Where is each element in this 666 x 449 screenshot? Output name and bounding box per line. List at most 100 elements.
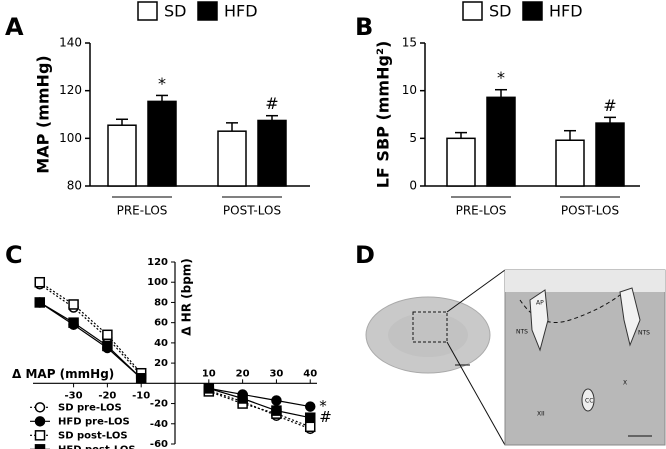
y-tick-label: -60	[150, 439, 168, 449]
zoom-line	[446, 269, 506, 313]
x-tick-label: 30	[269, 368, 283, 379]
legend-label: SD pre-LOS	[58, 402, 122, 413]
bar	[555, 139, 585, 187]
y-tick-label: 80	[67, 179, 82, 193]
legend-swatch	[462, 1, 483, 21]
y-tick-label: 15	[402, 36, 417, 50]
x-tick-label: PRE-LOS	[456, 204, 507, 218]
legend-swatch	[197, 1, 218, 21]
panel-label: C	[5, 241, 23, 269]
bar	[486, 96, 516, 187]
series-line	[39, 301, 142, 379]
y-tick-label: 120	[59, 83, 82, 97]
canal	[529, 289, 549, 352]
series-line	[39, 281, 142, 374]
bar	[147, 100, 177, 187]
y-tick-label: -20	[150, 399, 168, 410]
x-axis-label: Δ MAP (mmHg)	[12, 367, 114, 381]
data-point	[304, 421, 316, 433]
legend-swatch	[137, 1, 158, 21]
x-tick-label: 20	[236, 368, 250, 379]
legend-marker	[34, 402, 46, 413]
ap-outline	[519, 294, 621, 323]
bar	[257, 119, 287, 187]
bar	[217, 130, 247, 187]
data-point	[304, 412, 316, 423]
y-axis-label: LF SBP (mmHg²)	[374, 41, 393, 189]
legend-label: HFD post-LOS	[58, 444, 136, 449]
zoom-box	[412, 311, 448, 343]
data-point	[34, 276, 46, 288]
y-tick-label: 20	[154, 358, 168, 369]
zoom-line	[446, 341, 506, 446]
legend-swatch	[522, 1, 543, 21]
y-tick-label: 100	[147, 277, 168, 288]
x-tick-label: -20	[98, 390, 116, 401]
canal	[619, 287, 641, 347]
y-tick-label: 5	[409, 131, 417, 145]
x-tick-label: POST-LOS	[223, 204, 281, 218]
data-point	[237, 393, 248, 404]
series-line	[208, 387, 311, 408]
series-line	[208, 390, 311, 428]
region-label: AP	[536, 300, 544, 307]
y-tick-label: 100	[59, 131, 82, 145]
bar	[107, 124, 137, 187]
data-point	[271, 395, 282, 406]
annotation: *	[319, 397, 327, 415]
x-tick-label: 10	[202, 368, 216, 379]
y-axis-label: Δ HR (bpm)	[180, 258, 194, 336]
data-point	[135, 373, 147, 384]
zoom-image-top	[505, 270, 665, 292]
series-line	[39, 283, 142, 376]
central-canal	[581, 388, 595, 412]
y-tick-label: 10	[402, 83, 417, 97]
legend-marker	[34, 430, 46, 441]
x-tick-label: PRE-LOS	[117, 204, 168, 218]
series-line	[208, 389, 311, 430]
legend-label: HFD pre-LOS	[58, 416, 130, 427]
y-tick-label: 0	[409, 179, 417, 193]
panel-label: D	[355, 241, 375, 269]
panel-label: B	[355, 13, 373, 41]
data-point	[68, 299, 79, 310]
y-tick-label: 60	[154, 318, 168, 329]
data-point	[203, 383, 215, 394]
x-tick-label: -30	[65, 390, 83, 401]
data-point	[304, 401, 316, 412]
legend-label: SD	[164, 2, 186, 21]
x-tick-label: 40	[303, 368, 317, 379]
bar	[595, 122, 625, 187]
y-tick-label: 120	[147, 257, 168, 268]
data-point	[34, 297, 46, 308]
annotation: *	[497, 68, 505, 87]
region-label: NTS	[516, 329, 528, 336]
y-tick-label: 140	[59, 36, 82, 50]
y-axis-label: MAP (mmHg)	[34, 55, 53, 173]
legend-label: SD post-LOS	[58, 430, 128, 441]
annotation: #	[603, 96, 616, 115]
data-point	[68, 317, 79, 328]
legend-label: HFD	[224, 2, 258, 21]
region-label: CC	[585, 398, 593, 405]
series-line	[39, 301, 142, 379]
data-point	[102, 340, 113, 352]
annotation: #	[319, 408, 332, 426]
region-label: NTS	[638, 330, 650, 337]
y-tick-label: 80	[154, 297, 168, 308]
x-tick-label: -10	[132, 390, 150, 401]
annotation: #	[265, 94, 278, 113]
zoom-image	[504, 269, 666, 446]
region-label: X	[623, 380, 627, 387]
slice-texture	[388, 313, 468, 357]
bar	[446, 137, 476, 187]
data-point	[102, 329, 113, 341]
series-line	[208, 387, 311, 419]
y-tick-label: 40	[154, 338, 168, 349]
legend-marker	[34, 444, 46, 449]
data-point	[271, 405, 282, 416]
y-tick-label: -40	[150, 419, 168, 430]
x-tick-label: POST-LOS	[561, 204, 619, 218]
legend-label: HFD	[549, 2, 583, 21]
